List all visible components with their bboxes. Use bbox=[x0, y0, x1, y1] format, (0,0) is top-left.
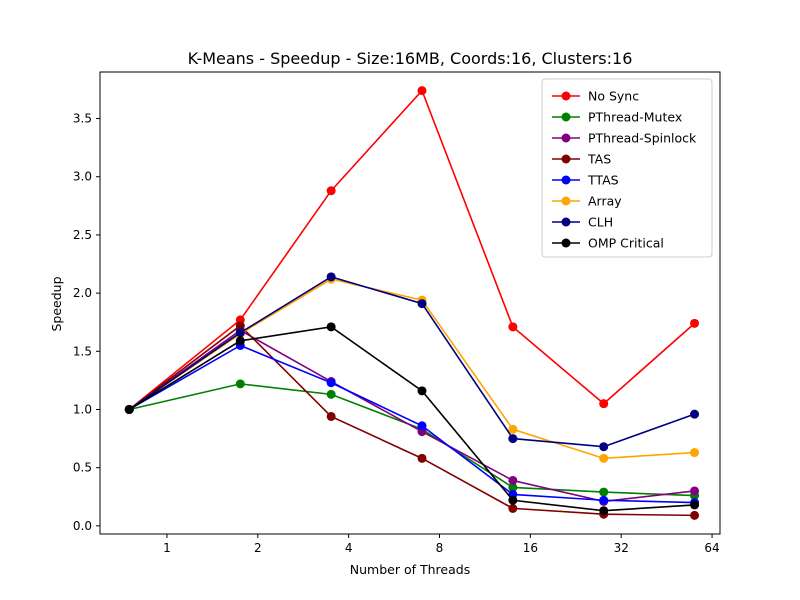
plot-frame bbox=[99, 71, 721, 535]
legend-marker bbox=[561, 112, 571, 122]
data-point-array bbox=[599, 453, 609, 463]
data-point-ttas bbox=[599, 495, 609, 505]
legend-marker bbox=[561, 91, 571, 101]
data-point-pthread-mutex bbox=[599, 487, 609, 497]
legend-marker bbox=[561, 154, 571, 164]
x-tick-label: 2 bbox=[254, 541, 262, 555]
legend-item: PThread-Spinlock bbox=[552, 131, 697, 146]
y-tick-label: 2.5 bbox=[73, 228, 92, 242]
legend-label: OMP Critical bbox=[588, 236, 664, 251]
data-point-no-sync bbox=[417, 86, 427, 96]
legend: No Sync PThread-Mutex PThread-Spinlock TAS T… bbox=[541, 78, 713, 258]
legend-item: PThread-Mutex bbox=[552, 110, 682, 125]
legend-item: Array bbox=[552, 194, 622, 209]
data-point-pthread-mutex bbox=[235, 379, 245, 389]
data-point-tas bbox=[235, 321, 245, 331]
y-axis-label: Speedup bbox=[49, 276, 64, 331]
data-point-clh bbox=[508, 434, 518, 444]
series-array bbox=[124, 274, 700, 463]
data-point-ttas bbox=[417, 421, 427, 431]
y-tick-label: 3.5 bbox=[73, 112, 92, 126]
legend-label: No Sync bbox=[588, 89, 639, 104]
data-point-omp-critical bbox=[690, 500, 700, 510]
legend-item: No Sync bbox=[552, 89, 639, 104]
legend-label: TTAS bbox=[587, 173, 619, 188]
data-point-omp-critical bbox=[235, 336, 245, 346]
series-ttas bbox=[124, 340, 700, 508]
plot-area: 1 2 4 8 16 32 64 0.0 0.5 1.0 1.5 2.0 2.5 3.0 3.5 bbox=[73, 71, 721, 555]
y-tick-label: 2.0 bbox=[73, 286, 92, 300]
data-point-clh bbox=[417, 299, 427, 309]
data-point-clh bbox=[690, 409, 700, 419]
data-point-array bbox=[690, 448, 700, 458]
data-point-no-sync bbox=[599, 399, 609, 409]
series-line-pthread-spinlock bbox=[128, 329, 695, 503]
x-tick-label: 32 bbox=[614, 541, 629, 555]
y-tick-label: 0.5 bbox=[73, 461, 92, 475]
legend-item: CLH bbox=[552, 215, 613, 230]
series-pthread-mutex bbox=[124, 379, 700, 501]
data-point-pthread-spinlock bbox=[690, 486, 700, 496]
legend-label: PThread-Mutex bbox=[588, 110, 682, 125]
y-tick-label: 0.0 bbox=[73, 519, 92, 533]
legend-label: PThread-Spinlock bbox=[588, 131, 697, 146]
data-point-omp-critical bbox=[417, 386, 427, 396]
series-omp-critical bbox=[124, 322, 700, 516]
legend-item: OMP Critical bbox=[552, 236, 664, 251]
x-tick-label: 16 bbox=[523, 541, 538, 555]
series-line-array bbox=[128, 278, 695, 460]
data-point-clh bbox=[326, 272, 336, 282]
data-point-pthread-mutex bbox=[326, 389, 336, 399]
data-point-clh bbox=[235, 328, 245, 338]
data-point-clh bbox=[599, 442, 609, 452]
series-line-ttas bbox=[128, 344, 695, 504]
data-point-omp-critical bbox=[326, 322, 336, 332]
legend-item: TTAS bbox=[552, 173, 619, 188]
chart-title: K-Means - Speedup - Size:16MB, Coords:16… bbox=[188, 49, 633, 68]
data-point-tas bbox=[508, 503, 518, 513]
x-axis-label: Number of Threads bbox=[350, 562, 470, 577]
legend-marker bbox=[561, 238, 571, 248]
legend-marker bbox=[561, 217, 571, 227]
data-point-no-sync bbox=[508, 322, 518, 332]
series-clh bbox=[124, 272, 700, 452]
data-point-ttas bbox=[326, 378, 336, 388]
legend-label: TAS bbox=[587, 152, 611, 167]
legend-marker bbox=[561, 133, 571, 143]
series-line-pthread-mutex bbox=[129, 383, 695, 497]
data-point-pthread-spinlock bbox=[508, 475, 518, 485]
data-point-array bbox=[508, 424, 518, 434]
y-tick-label: 1.0 bbox=[73, 402, 92, 416]
data-point-omp-critical bbox=[124, 404, 134, 414]
legend-label: Array bbox=[588, 194, 622, 209]
series-line-omp-critical bbox=[128, 326, 695, 512]
x-tick-label: 1 bbox=[163, 541, 171, 555]
legend-marker bbox=[561, 175, 571, 185]
legend-box bbox=[541, 78, 713, 258]
legend-item: TAS bbox=[552, 152, 611, 167]
x-tick-label: 8 bbox=[436, 541, 444, 555]
data-point-no-sync bbox=[690, 318, 700, 328]
data-point-omp-critical bbox=[599, 506, 609, 516]
legend-label: CLH bbox=[588, 215, 613, 230]
data-point-no-sync bbox=[326, 186, 336, 196]
x-tick-label: 64 bbox=[704, 541, 719, 555]
x-tick-label: 4 bbox=[345, 541, 353, 555]
y-tick-label: 3.0 bbox=[73, 170, 92, 184]
data-point-tas bbox=[417, 453, 427, 463]
data-point-tas bbox=[690, 510, 700, 520]
data-point-omp-critical bbox=[508, 495, 518, 505]
y-tick-label: 1.5 bbox=[73, 344, 92, 358]
data-point-tas bbox=[326, 411, 336, 421]
data-point-pthread-mutex bbox=[508, 482, 518, 492]
legend-marker bbox=[561, 196, 571, 206]
